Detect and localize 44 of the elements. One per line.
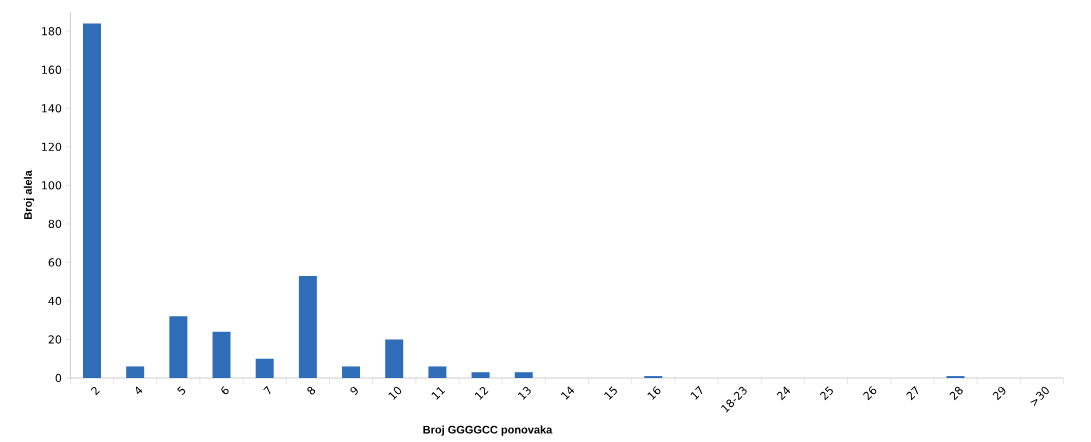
y-tick-label: 80	[48, 219, 62, 229]
x-tick-label: 8	[307, 386, 316, 395]
x-tick-label: 5	[177, 386, 186, 396]
x-tick-label: 14	[560, 386, 575, 400]
bar	[212, 331, 231, 378]
x-tick-label: 9	[350, 386, 358, 395]
y-tick-label: 160	[42, 65, 62, 74]
bar	[169, 316, 188, 378]
x-tick-label: 2	[90, 386, 100, 396]
bar	[342, 366, 361, 378]
x-tick-label: 13	[517, 386, 531, 400]
y-tick-label: 0	[55, 373, 62, 383]
x-tick-label: 27	[906, 385, 919, 401]
x-tick-label: 16	[647, 386, 661, 400]
x-tick-label: 7	[263, 385, 271, 395]
y-tick-label: 140	[42, 104, 62, 113]
y-tick-label: 20	[48, 335, 62, 344]
bar	[471, 372, 490, 378]
x-tick-label: 25	[819, 386, 833, 401]
x-tick-label: 10	[388, 386, 402, 400]
x-tick-label: 24	[776, 386, 791, 401]
bar	[428, 366, 447, 378]
x-tick-label: 6	[221, 386, 229, 395]
x-tick-label: 29	[992, 386, 1006, 401]
y-axis-title: Broj alela	[23, 170, 35, 220]
bar	[83, 23, 101, 378]
bar	[385, 339, 404, 378]
bar	[126, 366, 145, 378]
x-tick-label: 17	[690, 385, 703, 400]
x-tick-label: 26	[863, 386, 877, 401]
bar	[255, 358, 274, 378]
y-tick-label: 120	[42, 142, 62, 151]
y-tick-label: 100	[42, 181, 62, 190]
y-tick-label: 40	[48, 296, 62, 306]
x-tick-label: 15	[604, 386, 617, 400]
x-tick-label: 28	[949, 386, 963, 401]
y-tick-label: 60	[48, 258, 62, 267]
bar	[298, 275, 317, 378]
x-tick-label: 12	[474, 386, 489, 400]
x-axis-title: Broj GGGGCC ponovaka	[423, 425, 553, 436]
y-tick-label: 180	[42, 27, 62, 36]
bar	[514, 372, 533, 378]
x-tick-label: 4	[135, 386, 143, 395]
x-tick-label: 11	[431, 387, 446, 400]
